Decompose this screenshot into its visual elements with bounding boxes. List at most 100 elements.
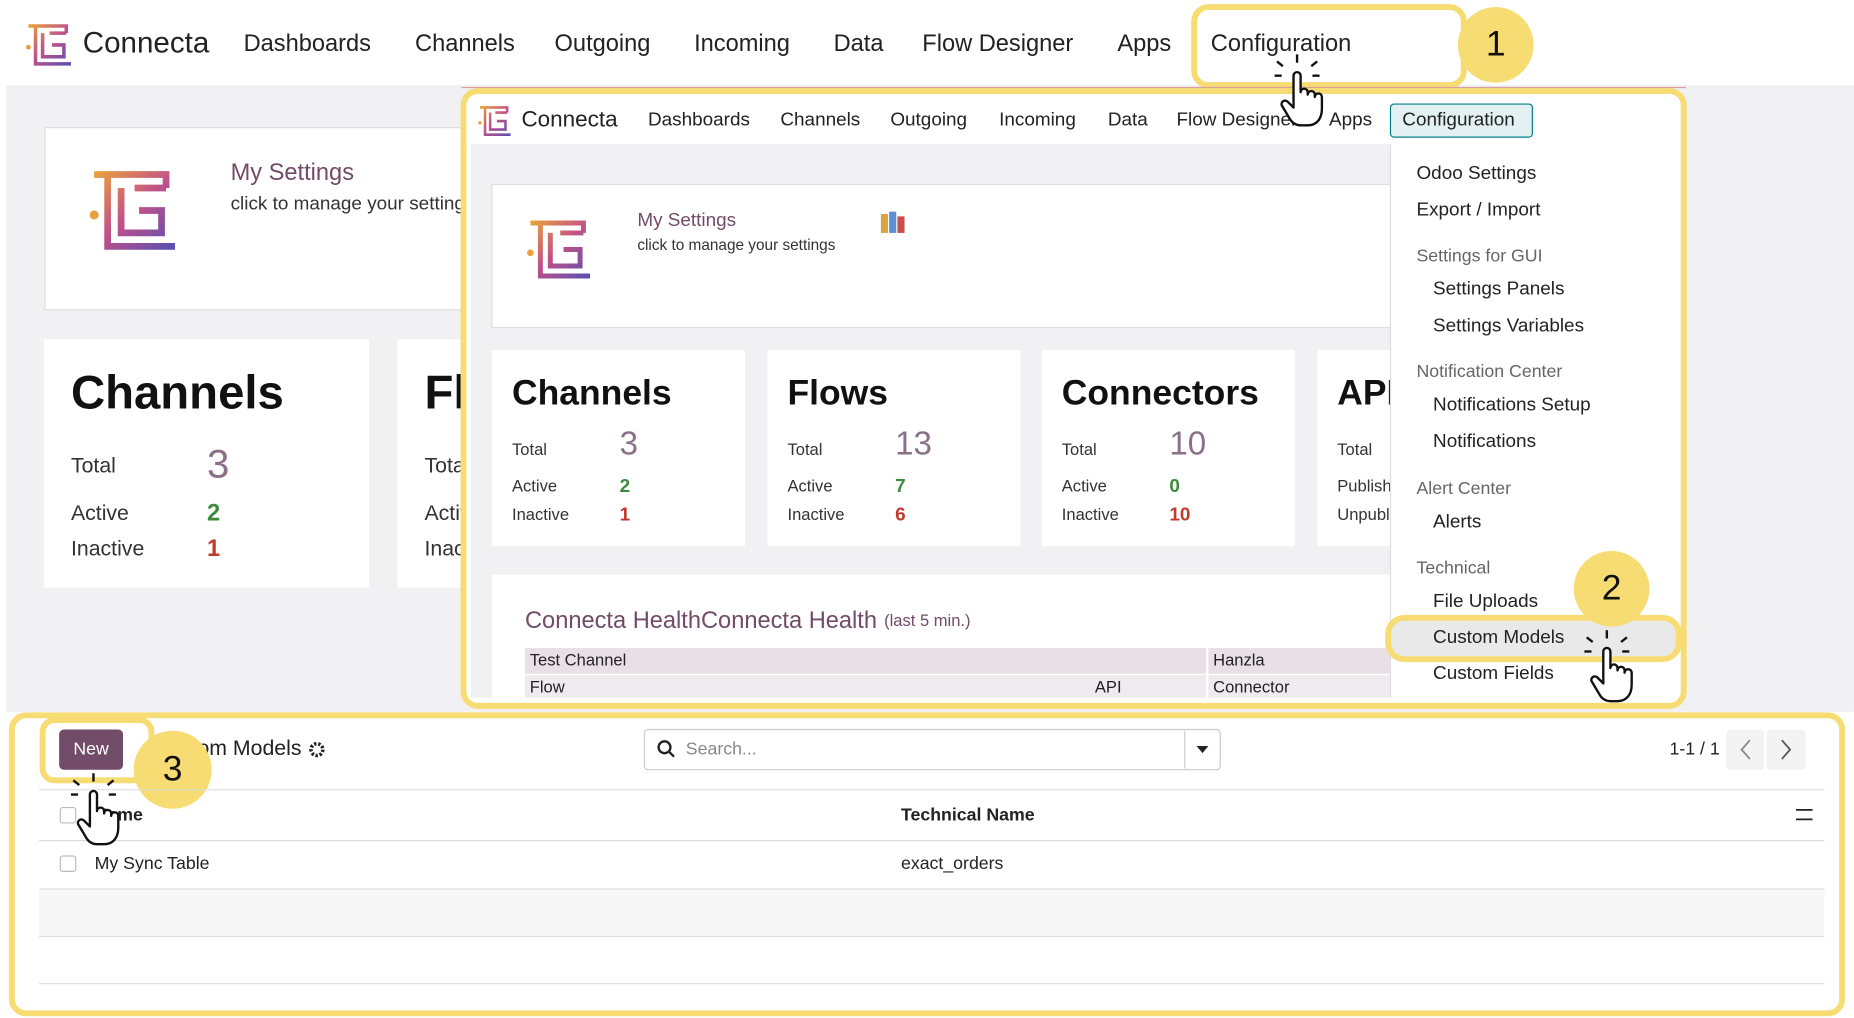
- health-cell: Test Channel: [530, 650, 627, 669]
- menu-item[interactable]: Notifications Setup: [1433, 395, 1591, 416]
- settings-subtitle: click to manage your settings: [637, 237, 835, 254]
- stat-value: 7: [895, 476, 906, 497]
- nav-item[interactable]: Dashboards: [244, 31, 371, 57]
- menu-item[interactable]: Alerts: [1433, 512, 1481, 533]
- health-row: [525, 675, 1391, 698]
- brand: Connecta: [521, 107, 618, 132]
- nav-item[interactable]: Data: [834, 31, 885, 57]
- search-icon: [657, 740, 672, 755]
- card-title: Channels: [71, 367, 284, 420]
- book-icon: [889, 211, 897, 233]
- menu-item[interactable]: Notifications: [1433, 431, 1536, 452]
- logo-shape: [28, 24, 71, 66]
- nav-item[interactable]: Apps: [1329, 110, 1372, 131]
- gear-icon: [309, 741, 325, 758]
- new-button-label[interactable]: New: [73, 738, 109, 758]
- health-row: [525, 647, 1391, 674]
- stat-card: [491, 349, 745, 547]
- hand: [1280, 70, 1324, 127]
- stat-label: Active: [787, 477, 832, 496]
- step-badge: [1573, 550, 1650, 627]
- stat-value: 3: [620, 425, 638, 462]
- menu-item[interactable]: Settings Variables: [1433, 315, 1584, 336]
- hand: [76, 789, 120, 846]
- logo-dot: [478, 121, 482, 125]
- chevron: [1740, 739, 1751, 760]
- nav-item[interactable]: Configuration: [1211, 31, 1352, 57]
- step-number: 3: [163, 748, 183, 788]
- stat-label: Active: [1062, 477, 1107, 496]
- column-header: Technical Name: [901, 805, 1035, 825]
- book-icon: [880, 214, 888, 233]
- card-title: Connectors: [1062, 372, 1259, 412]
- table-cell[interactable]: exact_orders: [901, 853, 1004, 874]
- settings-card: [44, 127, 474, 311]
- menu-header: Notification Center: [1416, 361, 1562, 381]
- click-spark: [1586, 636, 1594, 643]
- stat-label: Inactive: [71, 536, 144, 560]
- nav-item[interactable]: Channels: [415, 31, 515, 57]
- stat-value: 1: [620, 505, 631, 526]
- menu-item[interactable]: Settings Panels: [1433, 279, 1564, 300]
- pager-next: [1766, 729, 1806, 770]
- checkbox: [59, 806, 77, 824]
- nav-item[interactable]: Configuration: [1402, 110, 1514, 131]
- menu-header: Settings for GUI: [1416, 245, 1542, 265]
- logo-dot: [89, 210, 99, 220]
- empty-row: [39, 890, 1825, 937]
- stat-label: Active: [512, 477, 557, 496]
- pager-prev: [1726, 729, 1765, 770]
- nav-item[interactable]: Incoming: [999, 110, 1076, 131]
- nav-item[interactable]: Apps: [1117, 31, 1171, 57]
- stat-value: 2: [620, 476, 631, 497]
- menu-header: Alert Center: [1416, 478, 1511, 498]
- stat-value: 6: [895, 505, 906, 526]
- menu-item[interactable]: Custom Models: [1433, 627, 1564, 648]
- health-note: (last 5 min.): [884, 611, 970, 630]
- logo: [89, 171, 176, 250]
- menu-item[interactable]: Odoo Settings: [1416, 163, 1536, 184]
- nav-item[interactable]: Data: [1108, 110, 1148, 131]
- search-input[interactable]: Search...: [686, 738, 757, 758]
- menu-item[interactable]: Export / Import: [1416, 199, 1541, 220]
- nav-item[interactable]: Dashboards: [648, 110, 750, 131]
- stat-card: [1041, 349, 1295, 547]
- settings-card: [491, 183, 1392, 329]
- cursor-hand: [1584, 630, 1633, 703]
- card-title: Flows: [787, 372, 888, 412]
- logo: [26, 24, 71, 66]
- stat-value: 0: [1169, 476, 1180, 497]
- step-number: 2: [1602, 567, 1622, 607]
- nav-item[interactable]: Flow Designer: [922, 31, 1073, 57]
- health-cell: Connector: [1213, 678, 1290, 697]
- health-title: Connecta HealthConnecta Health (last 5 mi…: [525, 608, 971, 634]
- settings-subtitle: click to manage your settings: [231, 194, 475, 215]
- active-nav: [1389, 103, 1533, 138]
- nav-item[interactable]: Outgoing: [555, 31, 651, 57]
- nav-item[interactable]: Flow Designer: [1176, 110, 1297, 131]
- cursor-hand: [70, 773, 120, 846]
- card-title: API: [1337, 372, 1396, 412]
- click-spark: [72, 779, 80, 787]
- menu-header: Technical: [1416, 557, 1490, 577]
- click-spark: [1276, 60, 1284, 68]
- nav-item[interactable]: Outgoing: [890, 110, 967, 131]
- stat-label: Inactive: [512, 505, 569, 524]
- click-spark: [1620, 636, 1628, 643]
- menu-item[interactable]: Custom Fields: [1433, 663, 1554, 684]
- stat-card: [43, 339, 369, 588]
- stat-value: 10: [1169, 425, 1206, 462]
- brand: Connecta: [83, 27, 210, 60]
- table-cell[interactable]: My Sync Table: [95, 853, 210, 873]
- health-cell: Flow: [530, 678, 565, 697]
- nav-item[interactable]: Channels: [780, 110, 860, 131]
- nav-item[interactable]: Incoming: [694, 31, 790, 57]
- stat-value: 2: [207, 501, 220, 527]
- card-title: Channels: [512, 372, 672, 412]
- logo: [527, 220, 591, 279]
- health-cell: Hanzla: [1213, 650, 1265, 669]
- stat-value: 1: [207, 536, 220, 562]
- checkbox: [59, 855, 77, 872]
- menu-item[interactable]: File Uploads: [1433, 591, 1538, 612]
